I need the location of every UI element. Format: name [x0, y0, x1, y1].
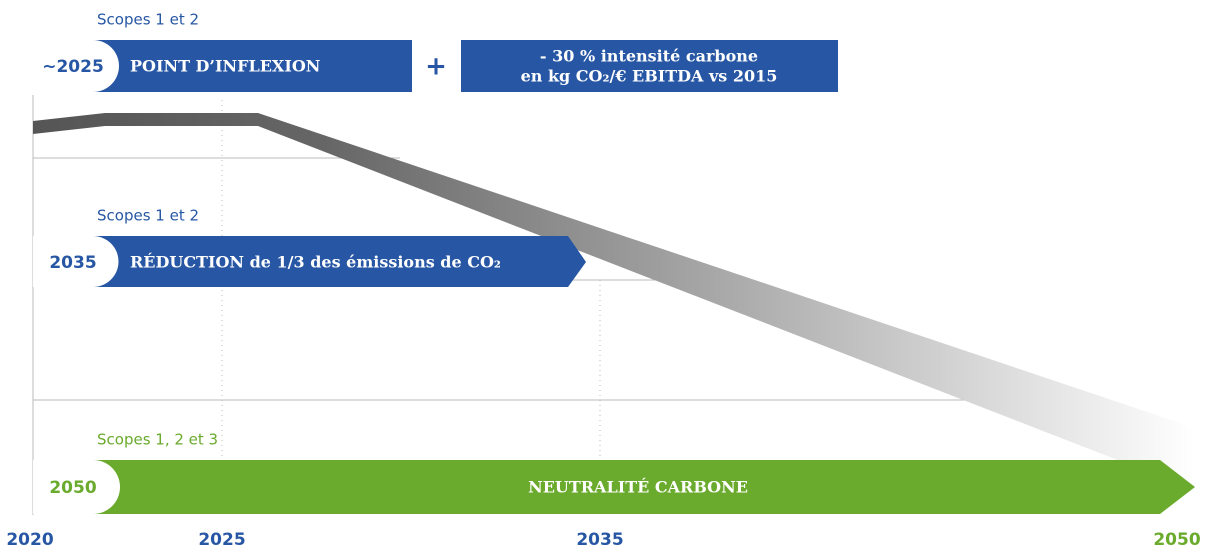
scope: Scopes 1, 2 et 3 — [97, 431, 218, 449]
year: ~2025 — [42, 57, 104, 77]
year-pill — [33, 460, 120, 514]
axis-year: 2020 — [6, 530, 53, 550]
target-line: en kg CO₂/€ EBITDA vs 2015 — [521, 67, 778, 86]
year-pill — [33, 40, 119, 92]
year: 2050 — [49, 478, 96, 498]
year-pill — [33, 236, 119, 287]
target-line: - 30 % intensité carbone — [540, 47, 758, 66]
label: NEUTRALITÉ CARBONE — [528, 477, 748, 497]
year: 2035 — [49, 253, 96, 273]
axis-year: 2050 — [1153, 530, 1200, 550]
banner — [461, 40, 838, 92]
plus: + — [425, 52, 447, 82]
scope: Scopes 1 et 2 — [97, 207, 199, 225]
banner-arrow — [33, 460, 1195, 514]
scope: Scopes 1 et 2 — [97, 11, 199, 29]
label: RÉDUCTION de 1/3 des émissions de CO₂ — [130, 252, 501, 272]
grid — [32, 95, 1000, 515]
axis-year: 2025 — [198, 530, 245, 550]
banner-arrow — [33, 236, 586, 287]
axis-year: 2035 — [576, 530, 623, 550]
label: POINT D’INFLEXION — [130, 57, 320, 76]
